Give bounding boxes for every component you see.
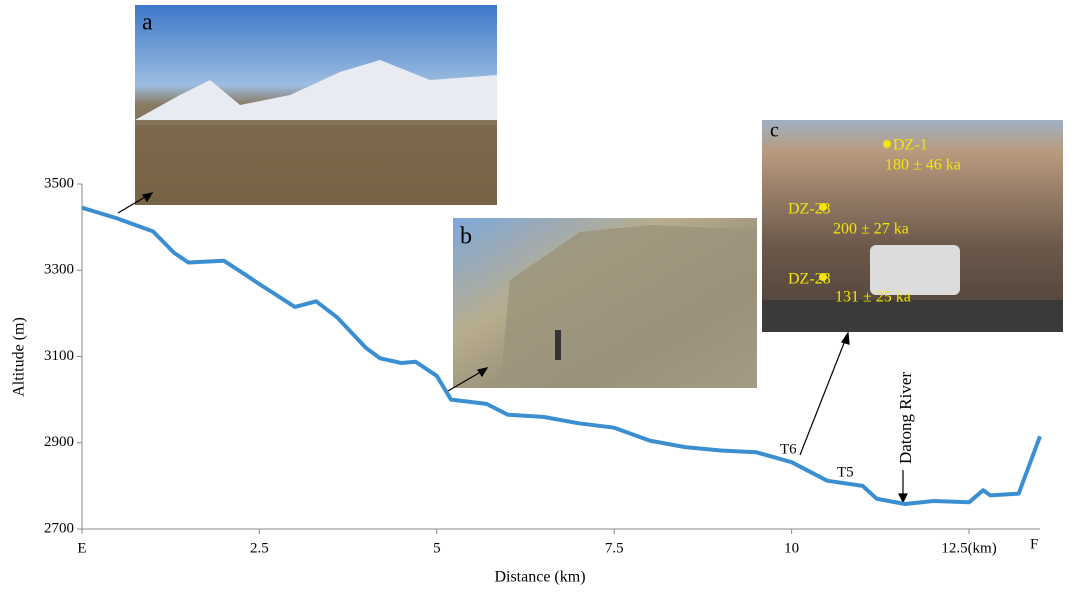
sample-name: DZ-28: [788, 271, 831, 288]
sample-age: 180 ± 46 ka: [885, 157, 961, 174]
panel-label: c: [770, 120, 779, 142]
x-tick-label: 12.5(km): [941, 540, 996, 556]
panel-label: b: [460, 224, 472, 250]
annotation: T6: [780, 441, 797, 457]
photo-b: [453, 218, 757, 388]
y-tick-label: 2900: [44, 434, 74, 450]
sample-dot: [883, 140, 891, 148]
x-tick-label: 2.5: [250, 540, 269, 556]
chart: a b c DZ-1 180 ± 46 ka DZ-23 200 ± 27 ka…: [0, 0, 1078, 596]
y-tick-label: 3300: [44, 262, 74, 278]
sample-name: DZ-1: [893, 137, 928, 154]
sample-name: DZ-23: [788, 201, 831, 218]
x-tick-label: 10: [784, 540, 799, 556]
y-tick-label: 2700: [44, 520, 74, 536]
x-tick-label: E: [77, 540, 86, 556]
x-tick-label: 7.5: [605, 540, 624, 556]
end-label: F: [1030, 536, 1038, 552]
y-axis-label: Altitude (m): [11, 317, 28, 397]
x-tick-label: 5: [433, 540, 441, 556]
x-axis-label: Distance (km): [494, 569, 585, 586]
sample-age: 131 ± 25 ka: [835, 289, 911, 306]
annotation: Datong River: [896, 372, 915, 464]
y-tick-label: 3500: [44, 175, 74, 191]
photo-a: [135, 5, 497, 205]
sample-age: 200 ± 27 ka: [833, 221, 909, 238]
page: a b c DZ-1 180 ± 46 ka DZ-23 200 ± 27 ka…: [0, 0, 1078, 596]
panel-label: a: [142, 10, 153, 36]
y-tick-label: 3100: [44, 348, 74, 364]
annotation: T5: [837, 464, 854, 480]
